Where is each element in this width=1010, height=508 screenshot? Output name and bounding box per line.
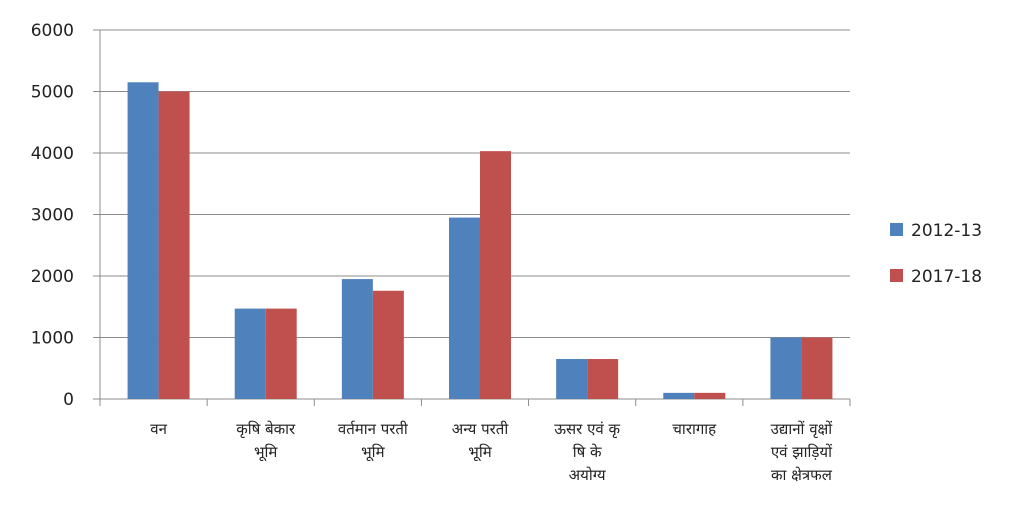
y-tick-label: 3000 — [31, 206, 74, 226]
bar-2017-18-2 — [265, 308, 297, 399]
bar-2012-13-2 — [234, 308, 266, 399]
x-category-label: वन — [150, 420, 167, 438]
x-category-label-line: वन — [150, 420, 167, 438]
x-category-label-line: भूमि — [361, 443, 385, 462]
y-tick-label: 0 — [63, 390, 74, 410]
y-tick-label: 2000 — [31, 267, 74, 287]
bar-2017-18-4 — [480, 151, 511, 399]
x-category-label: वर्तमान परती भूमि — [338, 420, 409, 462]
x-category-label-line: का क्षेत्रफल — [771, 466, 833, 484]
x-category-label: उद्यानों वृक्षों एवं झाड़ियों का क्षेत्रफल — [771, 420, 834, 484]
x-category-label-line: अन्य परती — [452, 420, 510, 438]
x-axis-category-labels: वन कृषि बेकार भूमिवर्तमान परती भूमिअन्य परत… — [150, 420, 833, 484]
x-category-label-line: ऊसर एवं कृ — [554, 420, 620, 439]
legend-swatch-2012-13 — [890, 223, 903, 236]
bar-2017-18-1 — [158, 91, 190, 399]
bar-2012-13-4 — [449, 217, 480, 399]
bar-2017-18-5 — [587, 359, 619, 399]
bars — [127, 82, 833, 400]
y-tick-label: 4000 — [31, 144, 74, 164]
y-tick-label: 6000 — [31, 21, 74, 41]
x-category-label-line: वर्तमान परती — [338, 420, 409, 438]
y-tick-label: 1000 — [31, 329, 74, 349]
gridlines — [100, 29, 850, 338]
y-axis-tick-labels: 0 1000 2000 3000 4000 5000 6000 — [31, 21, 100, 410]
x-category-label: चारागाह — [672, 420, 717, 438]
bar-2012-13-1 — [127, 82, 159, 400]
x-category-label-line: षि के — [573, 443, 602, 461]
x-category-label-line: भूमि — [468, 443, 492, 462]
bar-2012-13-3 — [341, 279, 373, 399]
x-category-label-line: उद्यानों वृक्षों — [771, 420, 834, 439]
bar-2017-18-7 — [801, 337, 833, 399]
bar-2017-18-6 — [694, 392, 726, 399]
y-tick-label: 5000 — [31, 83, 74, 103]
bar-2012-13-7 — [770, 337, 802, 399]
x-category-label-line: भूमि — [254, 443, 278, 462]
x-category-label: ऊसर एवं कृ षि के अयोग्य — [554, 420, 620, 484]
bar-2012-13-5 — [556, 359, 588, 399]
bar-2017-18-3 — [372, 290, 404, 399]
legend-label-2012-13: 2012-13 — [911, 221, 982, 241]
legend-swatch-2017-18 — [890, 269, 903, 282]
x-category-label: कृषि बेकार भूमि — [236, 420, 296, 462]
x-category-label: अन्य परती भूमि — [452, 420, 510, 462]
legend: 2012-13 2017-18 — [890, 221, 982, 287]
x-category-label-line: चारागाह — [672, 420, 717, 438]
legend-label-2017-18: 2017-18 — [911, 267, 982, 287]
bar-2012-13-6 — [663, 392, 695, 399]
x-category-label-line: एवं झाड़ियों — [771, 443, 833, 461]
x-category-label-line: कृषि बेकार — [236, 420, 296, 439]
x-category-label-line: अयोग्य — [569, 466, 606, 484]
